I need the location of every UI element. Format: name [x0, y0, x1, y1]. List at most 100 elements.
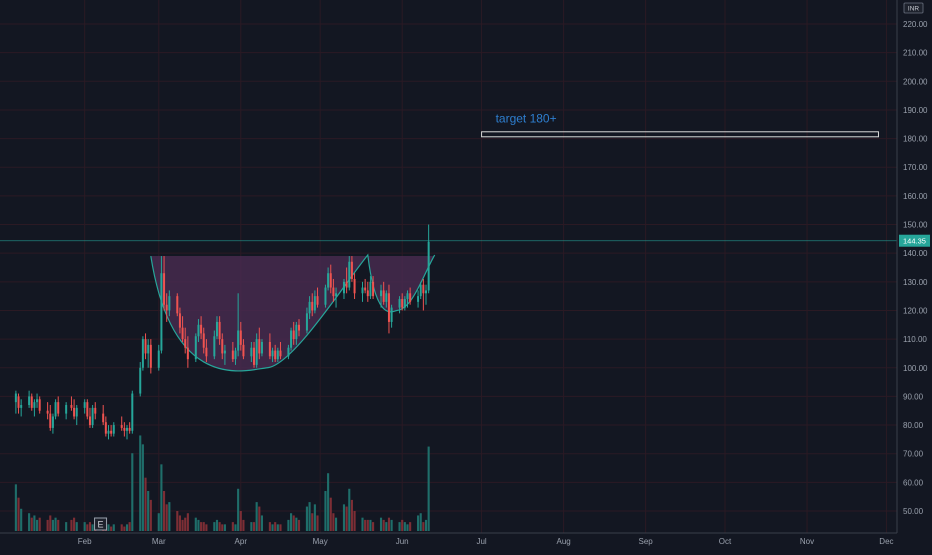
volume-bar	[49, 515, 52, 531]
volume-bar	[70, 519, 73, 531]
candle-body	[46, 410, 49, 414]
volume-bar	[427, 446, 430, 531]
volume-bar	[290, 513, 293, 531]
volume-bar	[313, 504, 316, 531]
volume-bar	[107, 524, 110, 531]
candle-body	[237, 330, 240, 351]
candle-body	[176, 296, 179, 314]
volume-bar	[403, 522, 406, 531]
volume-bar	[28, 513, 31, 531]
candle-body	[332, 287, 335, 297]
candle-body	[382, 290, 385, 302]
candle-body	[311, 301, 314, 311]
candle-body	[324, 287, 327, 305]
volume-bar	[327, 473, 330, 531]
candle-body	[231, 350, 234, 360]
x-tick-label: Feb	[78, 537, 92, 546]
volume-bar	[237, 488, 240, 531]
volume-bar	[390, 519, 393, 531]
volume-bar	[364, 519, 367, 531]
volume-bar	[218, 522, 221, 531]
candle-body	[387, 293, 390, 322]
candle-body	[104, 422, 107, 434]
candle-body	[131, 393, 134, 431]
volume-bar	[242, 519, 245, 531]
candle-body	[54, 402, 57, 417]
volume-bar	[176, 511, 179, 531]
volume-bar	[308, 502, 311, 531]
cup-outline	[150, 253, 436, 372]
volume-bar	[292, 515, 295, 531]
last-price-badge	[899, 234, 930, 247]
candle-body	[292, 330, 295, 340]
candle-body	[181, 327, 184, 340]
volume-bar	[88, 522, 92, 531]
candle-body	[94, 407, 97, 414]
candle-body	[305, 313, 308, 331]
candle-body	[51, 416, 54, 428]
volume-bar	[305, 506, 308, 531]
candle-body	[160, 273, 163, 351]
y-tick-label: 100.00	[903, 364, 928, 373]
candle-body	[276, 350, 279, 360]
x-tick-label: Oct	[719, 537, 732, 546]
volume-bar	[17, 497, 20, 531]
candle-body	[223, 350, 226, 354]
x-tick-label: Aug	[556, 537, 570, 546]
volume-bar	[91, 524, 94, 531]
y-tick-label: 60.00	[903, 478, 924, 487]
candle-body	[401, 299, 404, 308]
candle-body	[120, 425, 123, 428]
candle-body	[91, 407, 94, 426]
volume-bar	[311, 513, 314, 531]
volume-bar	[54, 517, 57, 531]
annotations: target 180+ E	[0, 111, 897, 531]
volume-bar	[149, 499, 152, 531]
candle-body	[242, 344, 245, 357]
candle-body	[202, 333, 205, 348]
volume-bar	[200, 522, 203, 531]
volume-bar	[75, 522, 78, 531]
candle-body	[361, 287, 364, 294]
volume-bar	[162, 491, 166, 531]
volume-bar	[178, 515, 181, 531]
candle-body	[28, 396, 31, 406]
volume-bar	[424, 519, 428, 531]
candle-body	[398, 299, 401, 308]
candle-body	[239, 330, 242, 345]
volume-bar	[297, 519, 301, 531]
y-tick-label: 80.00	[903, 421, 924, 430]
candle-body	[274, 350, 277, 360]
candle-body	[329, 273, 332, 288]
candle-body	[200, 324, 203, 334]
volume-bar	[361, 517, 364, 531]
volume-bar	[422, 522, 425, 531]
candle-body	[385, 293, 388, 302]
earnings-marker	[94, 517, 108, 531]
earnings-marker-label: E	[98, 520, 104, 530]
target-label: target 180+	[496, 111, 557, 125]
candle-body	[295, 324, 298, 340]
candle-body	[75, 407, 78, 417]
volume-bar	[160, 464, 163, 531]
candle-body	[215, 321, 218, 337]
candle-body	[33, 402, 36, 408]
candle-body	[297, 324, 301, 331]
candle-body	[348, 261, 351, 288]
candle-body	[403, 299, 406, 308]
volume-bar	[112, 524, 115, 531]
y-tick-label: 190.00	[903, 106, 928, 115]
y-tick-label: 170.00	[903, 163, 928, 172]
currency-badge-label: INR	[908, 6, 920, 13]
y-tick-label: 110.00	[903, 335, 927, 344]
candle-body	[186, 347, 189, 360]
candle-body	[86, 402, 89, 417]
volume-bar	[181, 519, 184, 531]
candle-body	[65, 405, 68, 414]
candle-body	[234, 350, 237, 360]
candle-body	[141, 339, 144, 368]
volume-bar	[409, 522, 412, 531]
